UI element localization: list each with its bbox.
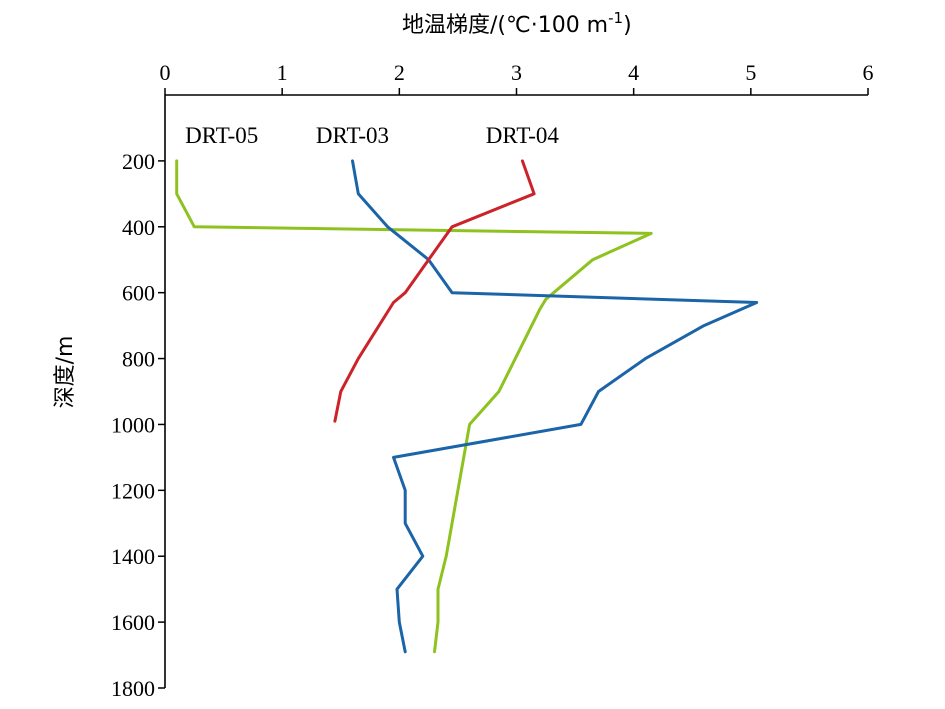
y-tick-label: 1400 — [111, 544, 155, 569]
y-tick-label: 1600 — [111, 610, 155, 635]
x-tick-label: 3 — [511, 60, 522, 85]
y-tick-label: 800 — [122, 347, 155, 372]
x-tick-label: 4 — [628, 60, 639, 85]
x-axis-title-close: ) — [623, 13, 632, 38]
x-ticks: 0 1 2 3 4 5 6 — [160, 60, 874, 95]
series-label-drt-05: DRT-05 — [185, 123, 258, 148]
series-label-drt-04: DRT-04 — [486, 123, 560, 148]
y-tick-label: 400 — [122, 215, 155, 240]
y-tick-label: 200 — [122, 149, 155, 174]
x-tick-label: 6 — [863, 60, 874, 85]
x-tick-label: 2 — [394, 60, 405, 85]
x-axis: 0 1 2 3 4 5 6 — [160, 60, 874, 96]
x-axis-title-sup: -1 — [608, 9, 623, 27]
x-tick-label: 1 — [277, 60, 288, 85]
x-tick-label: 5 — [745, 60, 756, 85]
y-axis: 200 400 600 800 1000 1200 1400 1600 1800 — [111, 95, 166, 701]
y-axis-title: 深度/m — [53, 336, 78, 409]
x-tick-label: 0 — [160, 60, 171, 85]
series-group: DRT-05 DRT-03 DRT-04 — [175, 123, 759, 654]
x-axis-title: 地温梯度/(℃·100 m-1) — [402, 9, 632, 38]
y-tick-label: 600 — [122, 281, 155, 306]
x-axis-title-main: 地温梯度/(℃·100 m — [402, 13, 608, 38]
y-tick-label: 1800 — [111, 676, 155, 701]
y-tick-label: 1000 — [111, 412, 155, 437]
series-line-drt-03 — [351, 159, 759, 654]
series-label-drt-03: DRT-03 — [316, 123, 389, 148]
series-line-drt-05 — [175, 159, 653, 654]
series-line-drt-04 — [333, 159, 536, 423]
y-ticks: 200 400 600 800 1000 1200 1400 1600 1800 — [111, 149, 165, 701]
y-tick-label: 1200 — [111, 478, 155, 503]
